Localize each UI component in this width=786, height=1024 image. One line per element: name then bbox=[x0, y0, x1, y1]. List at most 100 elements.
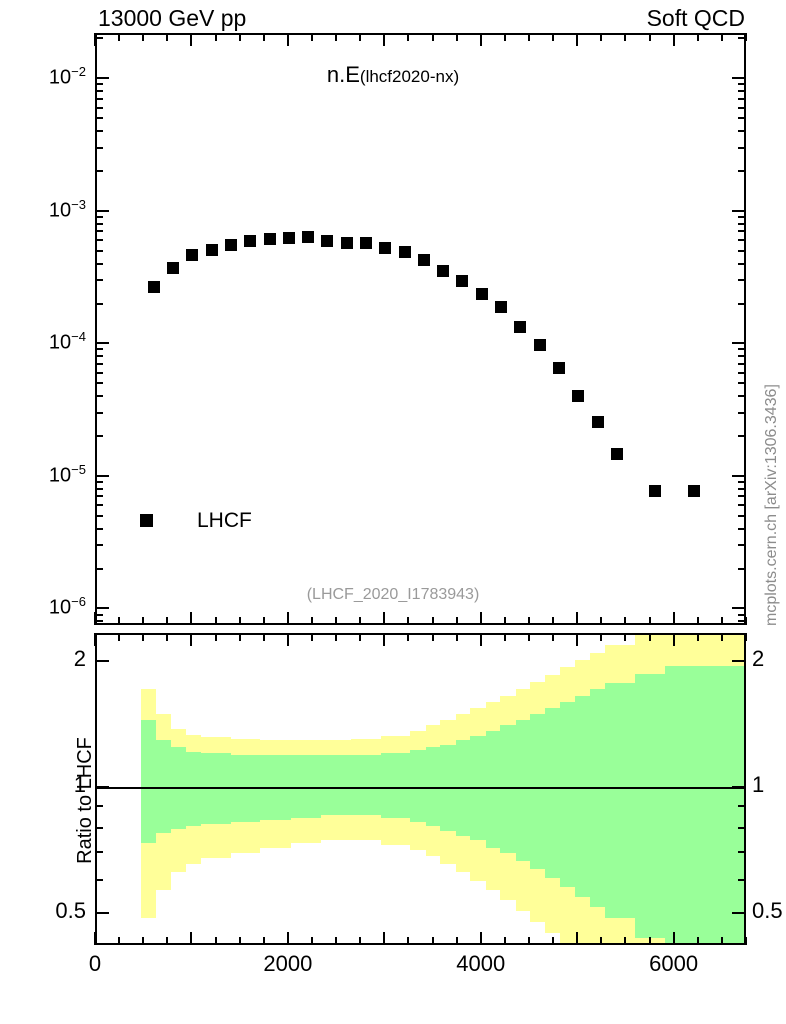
ratio-band-inner bbox=[380, 753, 411, 818]
x-tick-ratio-top bbox=[238, 633, 241, 641]
ratio-y-tick-label: 0.5 bbox=[55, 898, 86, 924]
x-tick-ratio-bottom bbox=[479, 932, 482, 945]
x-tick-main-bottom bbox=[262, 617, 265, 625]
ratio-reference-line bbox=[97, 787, 744, 790]
x-tick-ratio-top bbox=[648, 633, 651, 641]
x-tick-main-top bbox=[142, 33, 145, 41]
ratio-plot-area bbox=[97, 635, 744, 943]
ratio-y-major-tick bbox=[95, 912, 109, 915]
x-tick-main-top bbox=[166, 33, 169, 41]
x-tick-ratio-top bbox=[696, 633, 699, 641]
x-tick-main-top bbox=[286, 33, 289, 46]
x-tick-ratio-bottom bbox=[600, 937, 603, 945]
data-point-lhcf bbox=[282, 231, 295, 244]
x-tick-main-top bbox=[383, 33, 386, 46]
y-minor-tick bbox=[95, 302, 103, 305]
x-tick-ratio-bottom bbox=[286, 932, 289, 945]
x-tick-main-top bbox=[311, 33, 313, 41]
ratio-band-inner bbox=[350, 754, 381, 816]
data-point-lhcf bbox=[340, 236, 353, 249]
x-tick-ratio-top bbox=[431, 633, 434, 641]
ratio-band-inner bbox=[665, 666, 744, 943]
y-minor-tick-right bbox=[738, 117, 746, 120]
y-minor-tick-right bbox=[738, 480, 746, 483]
y-minor-tick bbox=[95, 262, 103, 265]
ratio-y-tick-label-right: 1 bbox=[752, 772, 765, 798]
ratio-band-inner bbox=[155, 740, 172, 834]
x-tick-ratio-bottom bbox=[311, 937, 313, 945]
data-point-lhcf bbox=[572, 389, 585, 402]
y-minor-tick-right bbox=[738, 106, 746, 109]
x-tick-ratio-top bbox=[552, 633, 555, 641]
x-tick-main-bottom bbox=[118, 617, 121, 625]
y-major-tick-right bbox=[732, 77, 746, 80]
data-point-lhcf bbox=[167, 262, 180, 275]
ratio-y-major-tick-right bbox=[732, 659, 746, 662]
x-tick-ratio-top bbox=[335, 633, 338, 641]
y-minor-tick bbox=[95, 504, 103, 507]
ratio-band-inner bbox=[559, 702, 576, 888]
y-minor-tick bbox=[95, 411, 103, 414]
x-axis-tick-label: 6000 bbox=[649, 951, 699, 976]
x-tick-main-bottom bbox=[359, 617, 362, 625]
x-tick-main-top bbox=[528, 33, 530, 41]
x-tick-ratio-bottom bbox=[576, 932, 579, 945]
x-tick-main-bottom bbox=[238, 617, 241, 625]
data-point-lhcf bbox=[205, 243, 218, 256]
y-minor-tick-right bbox=[738, 170, 746, 172]
beam-energy-label: 13000 GeV pp bbox=[98, 5, 247, 31]
x-tick-main-top bbox=[648, 33, 651, 41]
y-minor-tick-right bbox=[738, 487, 746, 490]
x-tick-main-bottom bbox=[720, 617, 723, 625]
y-minor-tick-right bbox=[738, 83, 746, 86]
x-tick-main-top bbox=[576, 33, 579, 46]
y-minor-tick-right bbox=[738, 435, 746, 438]
y-minor-tick-right bbox=[738, 411, 746, 414]
x-tick-ratio-top bbox=[455, 633, 458, 641]
data-point-lhcf bbox=[610, 447, 623, 460]
ratio-band-inner bbox=[575, 695, 590, 897]
x-tick-main-bottom bbox=[142, 617, 145, 625]
x-tick-main-bottom bbox=[94, 612, 96, 625]
x-tick-main-top bbox=[359, 33, 362, 41]
x-tick-main-bottom bbox=[166, 617, 169, 625]
x-tick-main-top bbox=[455, 33, 458, 41]
x-tick-ratio-top bbox=[528, 633, 530, 641]
y-minor-tick bbox=[95, 146, 103, 149]
ratio-plot-frame bbox=[95, 633, 746, 945]
y-major-tick-right bbox=[732, 209, 746, 212]
y-minor-tick bbox=[95, 106, 103, 109]
x-tick-ratio-top bbox=[359, 633, 362, 641]
ratio-axis-label: Ratio to LHCF bbox=[73, 737, 96, 864]
ratio-y-minor-tick-right bbox=[738, 805, 746, 808]
x-tick-ratio-top bbox=[576, 633, 579, 646]
x-tick-main-top bbox=[94, 33, 96, 46]
data-point-lhcf bbox=[379, 241, 392, 254]
data-point-lhcf bbox=[360, 237, 373, 250]
y-minor-tick-right bbox=[738, 620, 746, 623]
y-axis-tick-label: 10−6 bbox=[48, 594, 86, 620]
ratio-y-minor-tick bbox=[95, 805, 103, 808]
y-minor-tick bbox=[95, 487, 103, 490]
ratio-band-inner bbox=[425, 747, 441, 827]
ratio-y-tick-label-right: 0.5 bbox=[752, 898, 783, 924]
x-tick-main-top bbox=[214, 33, 217, 41]
y-minor-tick-right bbox=[738, 90, 746, 93]
x-tick-ratio-bottom bbox=[696, 937, 699, 945]
y-minor-tick-right bbox=[738, 371, 746, 374]
y-minor-tick bbox=[95, 239, 103, 242]
data-point-lhcf bbox=[649, 485, 662, 498]
x-tick-main-bottom bbox=[552, 617, 555, 625]
x-tick-main-bottom bbox=[407, 617, 410, 625]
y-minor-tick-right bbox=[738, 222, 746, 225]
y-axis-tick-label: 10−2 bbox=[48, 64, 86, 90]
x-tick-main-bottom bbox=[311, 617, 313, 625]
x-tick-main-bottom bbox=[648, 617, 651, 625]
x-tick-main-bottom bbox=[335, 617, 338, 625]
x-tick-ratio-bottom bbox=[552, 937, 555, 945]
ratio-band-inner bbox=[530, 714, 546, 870]
y-major-tick bbox=[95, 209, 109, 212]
x-tick-main-top bbox=[503, 33, 506, 41]
x-tick-ratio-bottom bbox=[142, 937, 145, 945]
